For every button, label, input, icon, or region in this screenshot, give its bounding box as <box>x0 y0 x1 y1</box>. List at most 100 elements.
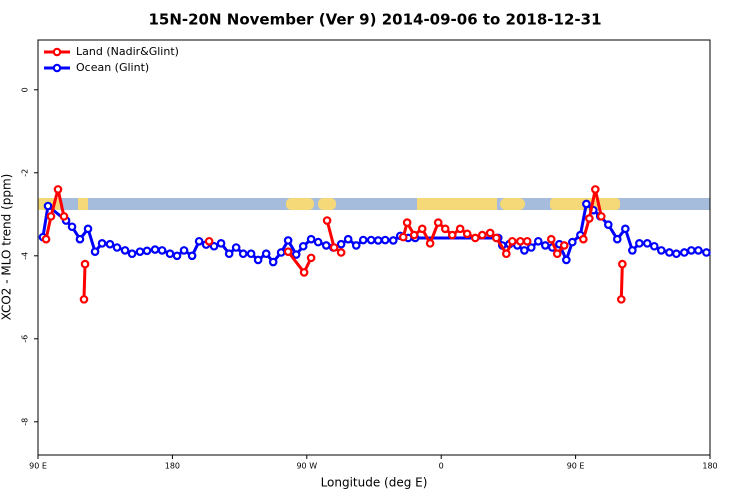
data-point <box>546 234 556 244</box>
data-point <box>172 251 182 261</box>
data-point <box>591 185 600 194</box>
data-point <box>618 259 627 269</box>
data-point <box>150 245 160 254</box>
data-point <box>604 220 613 229</box>
plot-frame <box>37 39 711 456</box>
data-point <box>276 248 286 257</box>
data-point <box>194 236 204 246</box>
data-point <box>253 255 263 265</box>
data-point <box>67 222 77 232</box>
y-tick-label: -6 <box>21 335 30 343</box>
data-point <box>306 253 316 263</box>
data-point <box>694 246 703 255</box>
data-point <box>313 237 323 247</box>
data-point <box>46 212 56 221</box>
data-point <box>612 234 622 244</box>
ocean-strip <box>38 198 710 210</box>
data-point <box>621 224 630 234</box>
data-point <box>261 249 271 259</box>
data-point <box>526 243 536 252</box>
data-point <box>79 295 89 304</box>
data-point <box>283 236 293 245</box>
data-point <box>75 234 85 244</box>
data-point <box>447 230 457 240</box>
data-point <box>635 239 644 248</box>
data-point <box>657 246 666 255</box>
data-point <box>216 239 226 248</box>
y-tick-label: -8 <box>21 418 30 426</box>
data-point <box>649 241 659 251</box>
data-point <box>209 241 219 251</box>
data-point <box>231 243 241 252</box>
data-point <box>687 246 696 255</box>
data-point <box>105 239 115 249</box>
land-strip <box>78 198 88 210</box>
data-point <box>366 235 376 245</box>
x-tick-label: 90 W <box>296 462 317 471</box>
data-point <box>516 236 525 246</box>
data-point <box>97 239 107 248</box>
data-point <box>358 235 368 245</box>
data-point <box>90 247 100 256</box>
data-point <box>246 249 256 259</box>
data-point <box>165 249 175 259</box>
data-point <box>112 243 122 252</box>
data-point <box>59 212 69 221</box>
x-tick-label: 180 <box>165 462 180 471</box>
data-point <box>41 234 51 244</box>
data-point <box>628 246 637 255</box>
data-point <box>520 246 529 255</box>
data-point <box>157 246 167 255</box>
data-point <box>388 236 398 245</box>
x-tick-label: 0 <box>439 462 444 471</box>
y-tick-label: 0 <box>21 87 30 92</box>
data-point <box>83 224 93 234</box>
data-point <box>559 241 569 250</box>
data-point <box>492 233 501 243</box>
land-strip <box>500 198 525 210</box>
data-point <box>43 201 53 211</box>
data-point <box>409 230 419 240</box>
x-axis-label: Longitude (deg E) <box>321 476 428 490</box>
data-point <box>462 229 472 239</box>
data-point <box>433 218 443 227</box>
data-point <box>665 248 674 257</box>
data-point <box>579 234 588 244</box>
chart-title: 15N-20N November (Ver 9) 2014-09-06 to 2… <box>148 11 601 29</box>
data-point <box>351 241 361 250</box>
x-tick-label: 90 E <box>29 462 47 471</box>
data-point <box>329 243 339 252</box>
data-point <box>135 247 145 256</box>
land-strip <box>286 198 314 210</box>
data-point <box>616 295 626 304</box>
data-point <box>373 236 383 245</box>
data-point <box>680 248 689 257</box>
data-point <box>702 248 711 257</box>
data-point <box>585 214 594 223</box>
y-axis-label: XCO2 - MLO trend (ppm) <box>0 174 14 321</box>
legend-label: Ocean (Glint) <box>76 61 149 74</box>
data-point <box>291 250 301 259</box>
data-point <box>380 235 390 245</box>
legend-label: Land (Nadir&Glint) <box>76 45 179 58</box>
data-point <box>502 249 511 259</box>
data-point <box>455 224 465 234</box>
data-point <box>540 241 550 250</box>
data-point <box>336 248 346 257</box>
land-strip <box>417 198 497 210</box>
data-point <box>187 251 197 261</box>
map-strip <box>38 198 710 210</box>
data-point <box>238 249 248 259</box>
data-point <box>268 257 278 267</box>
data-point <box>142 246 152 256</box>
data-point <box>533 236 543 246</box>
data-point <box>485 228 495 238</box>
x-tick-label: 90 E <box>567 462 585 471</box>
data-point <box>562 255 571 265</box>
data-point <box>306 234 316 244</box>
data-point <box>299 268 309 277</box>
data-point <box>596 212 606 221</box>
data-point <box>477 230 487 240</box>
data-point <box>298 241 308 251</box>
